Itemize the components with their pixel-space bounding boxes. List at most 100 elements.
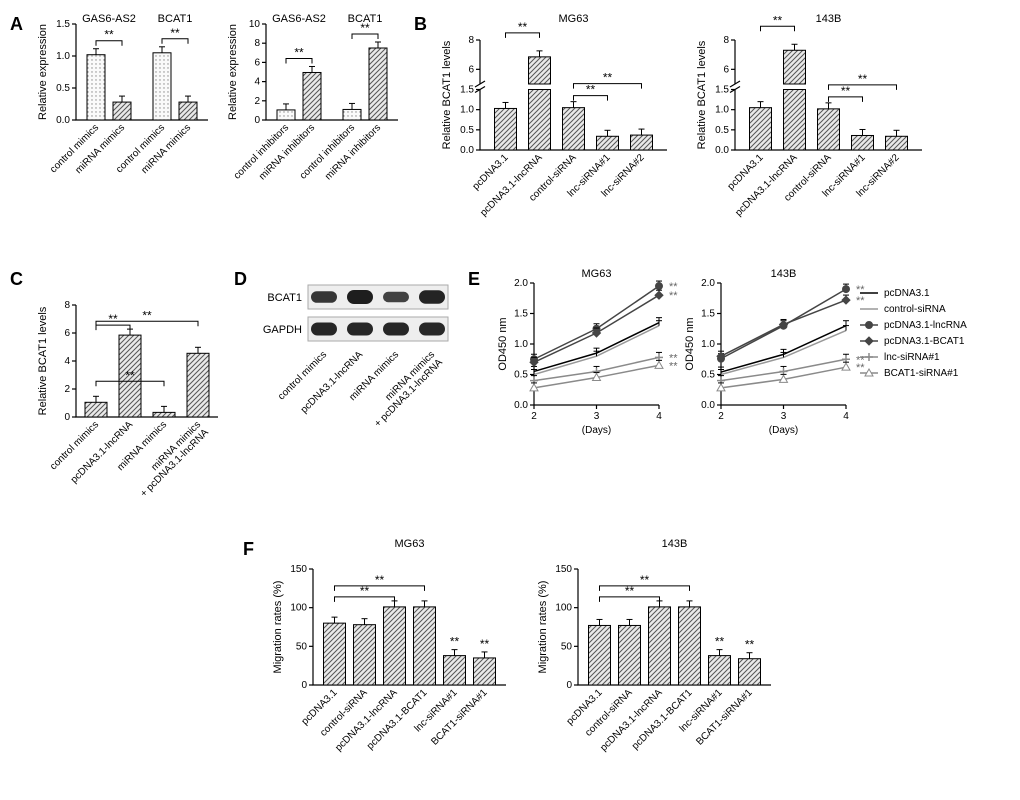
svg-text:**: **	[360, 21, 370, 35]
svg-text:4: 4	[254, 77, 260, 88]
svg-text:2: 2	[254, 96, 260, 107]
svg-text:0.0: 0.0	[56, 115, 70, 126]
svg-text:BCAT1: BCAT1	[267, 292, 302, 304]
svg-text:2.0: 2.0	[514, 278, 528, 289]
svg-text:(Days): (Days)	[769, 425, 798, 436]
svg-text:0.0: 0.0	[701, 400, 715, 411]
svg-text:MG63: MG63	[559, 13, 589, 25]
svg-text:**: **	[603, 71, 613, 85]
panel-label-f: F	[243, 539, 263, 560]
svg-text:2: 2	[718, 411, 724, 422]
svg-text:8: 8	[64, 300, 70, 311]
svg-text:0.5: 0.5	[514, 370, 528, 381]
svg-text:BCAT1-siRNA#1: BCAT1-siRNA#1	[884, 368, 959, 379]
svg-text:50: 50	[296, 641, 308, 652]
svg-text:**: **	[669, 290, 678, 302]
svg-text:pcDNA3.1-BCAT1: pcDNA3.1-BCAT1	[884, 336, 965, 347]
svg-text:**: **	[375, 573, 385, 587]
svg-text:3: 3	[594, 411, 600, 422]
svg-text:(Days): (Days)	[582, 425, 611, 436]
svg-text:0: 0	[301, 680, 307, 691]
svg-text:BCAT1: BCAT1	[158, 13, 193, 25]
svg-text:0: 0	[566, 680, 572, 691]
svg-text:**: **	[669, 360, 678, 372]
svg-text:1.0: 1.0	[701, 339, 715, 350]
svg-text:8: 8	[254, 38, 260, 49]
svg-text:1.5: 1.5	[56, 19, 70, 30]
svg-text:3: 3	[781, 411, 787, 422]
svg-text:**: **	[125, 368, 135, 382]
svg-text:1.5: 1.5	[701, 309, 715, 320]
svg-text:8: 8	[723, 35, 729, 46]
svg-text:6: 6	[64, 328, 70, 339]
svg-text:**: **	[294, 45, 304, 59]
svg-text:0.0: 0.0	[514, 400, 528, 411]
svg-text:1.5: 1.5	[460, 85, 474, 96]
svg-text:miRNA mimics+ pcDNA3.1-lncRNA: miRNA mimics+ pcDNA3.1-lncRNA	[131, 419, 211, 499]
svg-text:GAS6-AS2: GAS6-AS2	[82, 13, 136, 25]
svg-text:150: 150	[290, 564, 307, 575]
svg-text:0.0: 0.0	[715, 145, 729, 156]
svg-text:**: **	[856, 295, 865, 307]
svg-text:Relative expression: Relative expression	[227, 24, 239, 120]
svg-text:2.0: 2.0	[701, 278, 715, 289]
svg-text:4: 4	[656, 411, 662, 422]
svg-text:1.0: 1.0	[56, 51, 70, 62]
svg-text:143B: 143B	[771, 268, 797, 280]
panel-f-charts: 050100150Migration rates (%)MG63pcDNA3.1…	[267, 535, 777, 790]
svg-text:150: 150	[555, 564, 572, 575]
panel-a-charts: 0.00.51.01.5Relative expressionGAS6-AS2c…	[34, 10, 404, 215]
svg-text:8: 8	[468, 35, 474, 46]
svg-text:50: 50	[561, 641, 573, 652]
svg-text:**: **	[170, 26, 180, 40]
svg-text:**: **	[715, 635, 725, 649]
svg-text:0.5: 0.5	[701, 370, 715, 381]
panel-label-e: E	[468, 269, 488, 290]
svg-text:**: **	[858, 72, 868, 86]
svg-text:143B: 143B	[662, 538, 688, 550]
svg-text:BCAT1-siRNA#1: BCAT1-siRNA#1	[694, 687, 755, 748]
svg-text:0: 0	[64, 412, 70, 423]
svg-text:pcDNA3.1: pcDNA3.1	[884, 288, 930, 299]
panel-d-blot: BCAT1GAPDHcontrol mimicspcDNA3.1-lncRNAm…	[258, 265, 458, 444]
svg-text:lnc-siRNA#1: lnc-siRNA#1	[884, 352, 940, 363]
svg-text:6: 6	[254, 57, 260, 68]
svg-text:143B: 143B	[816, 13, 842, 25]
panel-label-b: B	[414, 14, 434, 35]
svg-text:100: 100	[290, 603, 307, 614]
svg-text:0: 0	[254, 115, 260, 126]
svg-text:**: **	[518, 20, 528, 34]
svg-text:4: 4	[843, 411, 849, 422]
svg-text:1.0: 1.0	[514, 339, 528, 350]
panel-label-c: C	[10, 269, 30, 290]
svg-text:pcDNA3.1-lncRNA: pcDNA3.1-lncRNA	[478, 152, 545, 219]
svg-text:pcDNA3.1-lncRNA: pcDNA3.1-lncRNA	[69, 419, 136, 486]
svg-text:**: **	[108, 312, 118, 326]
panel-e-charts: 0.0 0.5 1.0 1.5 2.0 2 3 4 (Days) OD450 nm MG63 ** **…	[492, 265, 984, 455]
panel-label-a: A	[10, 14, 30, 35]
svg-text:0.0: 0.0	[460, 145, 474, 156]
svg-text:Relative expression: Relative expression	[37, 24, 49, 120]
svg-text:10: 10	[249, 19, 261, 30]
svg-text:6: 6	[723, 64, 729, 75]
svg-text:**: **	[745, 638, 755, 652]
svg-text:**: **	[841, 84, 851, 98]
svg-text:Relative BCAT1 levels: Relative BCAT1 levels	[37, 306, 49, 415]
svg-text:Relative BCAT1 levels: Relative BCAT1 levels	[441, 40, 453, 149]
svg-text:1.0: 1.0	[460, 105, 474, 116]
svg-text:2: 2	[64, 384, 70, 395]
svg-text:OD450 nm: OD450 nm	[684, 317, 696, 370]
panel-b-charts: 0.0 0.5 1.0 1.5 6 8 Relative BCAT1 levels MG63 p…	[438, 10, 928, 245]
svg-text:0.5: 0.5	[56, 83, 70, 94]
svg-text:1.0: 1.0	[715, 105, 729, 116]
svg-text:Migration rates (%): Migration rates (%)	[537, 581, 549, 674]
svg-text:MG63: MG63	[395, 538, 425, 550]
svg-text:**: **	[773, 13, 783, 27]
svg-text:**: **	[450, 635, 460, 649]
svg-text:pcDNA3.1-lncRNA: pcDNA3.1-lncRNA	[299, 349, 366, 416]
svg-text:2: 2	[531, 411, 537, 422]
svg-text:0.5: 0.5	[715, 125, 729, 136]
svg-text:MG63: MG63	[582, 268, 612, 280]
svg-text:1.5: 1.5	[715, 85, 729, 96]
svg-text:Relative BCAT1 levels: Relative BCAT1 levels	[696, 40, 708, 149]
